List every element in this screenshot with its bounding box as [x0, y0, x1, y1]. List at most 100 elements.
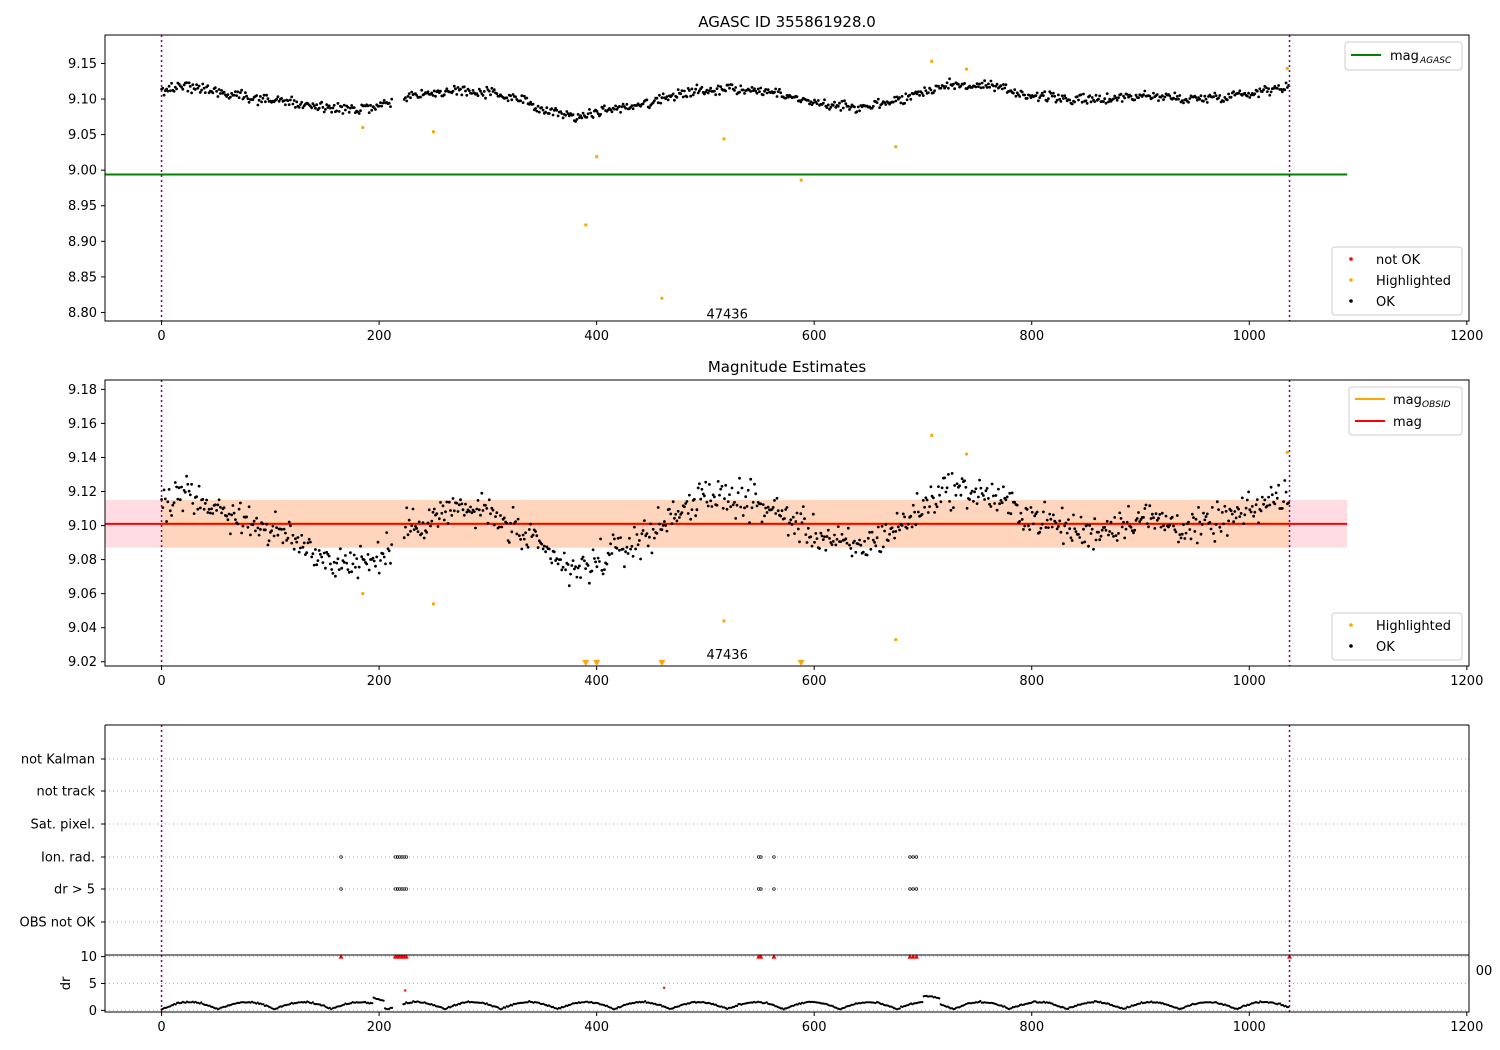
ok-point: [320, 555, 324, 559]
ok-point: [1099, 534, 1103, 538]
ok-point: [477, 87, 481, 91]
ok-point: [290, 95, 294, 99]
ok-point: [691, 93, 695, 97]
ok-point: [883, 529, 886, 533]
ok-point: [420, 532, 424, 535]
y-axis-label: dr: [59, 976, 74, 990]
ok-point: [1280, 90, 1284, 94]
ok-point: [839, 540, 843, 543]
ok-point: [289, 524, 292, 528]
ok-point: [676, 88, 680, 91]
ok-point: [183, 490, 187, 494]
flag-point: [772, 887, 776, 891]
ok-point: [1077, 98, 1080, 102]
y-tick-label: 8.90: [68, 235, 97, 250]
ok-point: [455, 93, 459, 96]
ok-point: [270, 529, 273, 533]
ok-point: [844, 102, 848, 106]
ok-point: [820, 534, 824, 538]
ok-point: [595, 109, 599, 113]
ok-point: [299, 103, 302, 106]
ok-point: [959, 493, 963, 497]
ok-point: [527, 102, 531, 106]
y-tick-label: 9.05: [68, 128, 97, 143]
ok-point: [1217, 96, 1220, 100]
ok-point: [1059, 100, 1063, 103]
ok-point: [165, 87, 169, 91]
ok-point: [369, 103, 372, 107]
ok-point: [1250, 505, 1254, 508]
ok-point: [1112, 97, 1115, 101]
ok-point: [741, 88, 745, 92]
ok-point: [467, 510, 471, 513]
ok-point: [963, 82, 966, 85]
ok-point: [244, 91, 247, 95]
ok-point: [853, 539, 856, 543]
ok-point: [569, 572, 572, 576]
ok-point: [766, 88, 770, 92]
ok-point: [826, 528, 830, 532]
ok-point: [357, 565, 361, 569]
ok-point: [1032, 522, 1035, 526]
ok-point: [1083, 540, 1087, 544]
ok-point: [985, 86, 989, 89]
ok-point: [580, 116, 584, 120]
ok-point: [346, 568, 350, 571]
ok-point: [1175, 514, 1179, 517]
ok-point: [1225, 534, 1229, 537]
ok-point: [938, 493, 941, 497]
ok-point: [846, 526, 850, 530]
ok-point: [242, 96, 246, 99]
highlighted-point: [584, 223, 588, 227]
ok-point: [574, 565, 577, 569]
ok-point: [806, 526, 810, 530]
ok-point: [1087, 544, 1090, 548]
ok-point: [556, 562, 560, 566]
ok-point: [476, 94, 480, 97]
ok-point: [1280, 507, 1284, 510]
ok-point: [375, 555, 379, 559]
ok-point: [1023, 524, 1027, 528]
ok-point: [1094, 538, 1098, 542]
ok-point: [384, 562, 387, 566]
dr-point: [446, 1007, 449, 1010]
ok-point: [1072, 513, 1075, 517]
ok-point: [570, 564, 574, 567]
flag-point: [400, 887, 404, 891]
ok-point: [252, 519, 256, 523]
ok-point: [471, 89, 475, 92]
ok-point: [1129, 525, 1133, 529]
ok-point: [1013, 88, 1017, 91]
ok-point: [547, 547, 551, 551]
ok-point: [875, 536, 879, 540]
ok-point: [841, 106, 845, 110]
x-tick-label: 400: [584, 674, 609, 689]
ok-point: [653, 99, 656, 103]
ok-point: [1018, 95, 1022, 98]
ok-point: [821, 101, 825, 105]
ok-point: [952, 506, 955, 510]
ok-point: [249, 533, 252, 537]
ok-point: [631, 107, 635, 111]
y-tick-label: 9.16: [68, 417, 97, 432]
dr-point: [772, 1003, 775, 1007]
ok-point: [274, 510, 277, 514]
ok-point: [426, 90, 430, 94]
ok-point: [541, 108, 545, 112]
ok-point: [764, 88, 768, 91]
ok-point: [591, 548, 595, 552]
ok-point: [776, 90, 780, 93]
ok-point: [1202, 511, 1205, 515]
ok-point: [626, 552, 630, 555]
ok-point: [167, 488, 171, 491]
ok-point: [322, 551, 326, 555]
ok-point: [853, 105, 856, 109]
ok-point: [1085, 523, 1089, 527]
ok-point: [969, 492, 973, 495]
ok-point: [839, 109, 843, 112]
ok-point: [721, 506, 725, 510]
ok-point: [1214, 94, 1218, 97]
ok-point: [933, 511, 936, 514]
ok-point: [327, 104, 331, 108]
